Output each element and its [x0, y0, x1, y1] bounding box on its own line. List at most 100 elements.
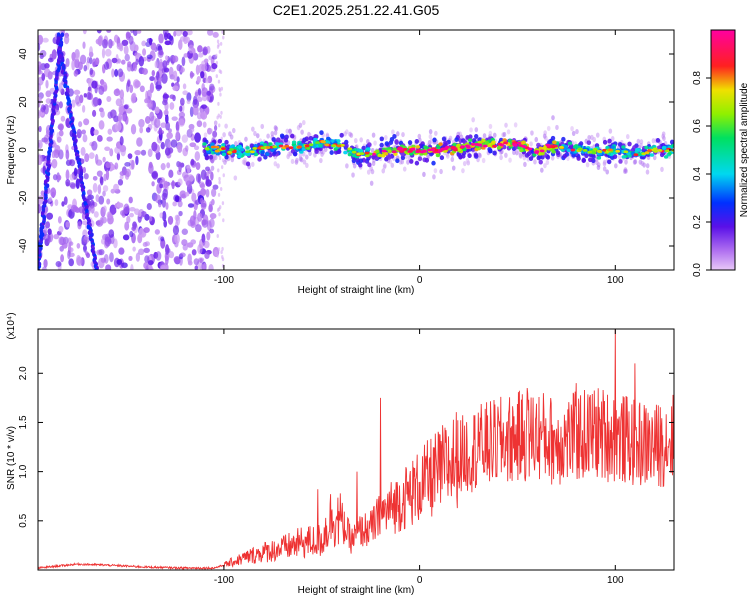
heatmap-band-cell: [523, 161, 527, 167]
heatmap-cell: [99, 176, 104, 186]
heatmap-cell: [137, 211, 142, 217]
heatmap-band-cell: [527, 147, 533, 151]
heatmap-cell: [167, 215, 174, 225]
heatmap-cell: [85, 252, 91, 259]
heatmap-cell: [106, 198, 111, 205]
heatmap-cell: [44, 63, 50, 69]
heatmap-band-cell: [462, 160, 467, 167]
heatmap-cell: [213, 125, 218, 132]
heatmap-cell: [219, 114, 222, 119]
heatmap-cell: [178, 119, 185, 127]
heatmap-cell: [148, 163, 154, 174]
heatmap-band-cell: [488, 123, 493, 130]
heatmap-cell: [87, 86, 92, 92]
x-tick-label: 0: [417, 575, 423, 586]
heatmap-band-cell: [331, 144, 337, 148]
heatmap-band-cell: [245, 150, 250, 154]
heatmap-cell: [63, 196, 68, 206]
heatmap-band-cell: [229, 134, 234, 140]
heatmap-band-cell: [508, 157, 512, 163]
heatmap-cell: [103, 173, 107, 182]
heatmap-cell: [160, 264, 166, 270]
heatmap-cell: [136, 30, 142, 34]
heatmap-band-cell: [513, 122, 518, 128]
heatmap-cell: [181, 239, 188, 246]
heatmap-cell: [98, 195, 105, 205]
heatmap-cell: [160, 122, 167, 128]
heatmap-cell: [105, 264, 112, 270]
heatmap-cell: [177, 144, 183, 153]
heatmap-band-cell: [244, 136, 248, 142]
heatmap-cell: [164, 40, 172, 46]
heatmap-band-cell: [288, 128, 292, 134]
heatmap-cell: [181, 134, 189, 143]
heatmap-band-cell: [504, 152, 508, 158]
heatmap-cell: [45, 221, 51, 229]
heatmap-cell: [163, 180, 169, 189]
heatmap-band-cell: [343, 150, 348, 155]
heatmap-cell: [121, 39, 129, 46]
heatmap-cell: [117, 58, 121, 64]
heatmap-band-cell: [375, 149, 380, 154]
heatmap-band-cell: [344, 143, 349, 149]
heatmap-cell: [134, 52, 140, 58]
heatmap-cell: [68, 258, 75, 267]
heatmap-cell: [83, 118, 90, 126]
heatmap-cell: [38, 70, 43, 75]
heatmap-band-cell: [318, 143, 323, 148]
heatmap-band-cell: [272, 145, 278, 149]
heatmap-band-cell: [661, 131, 666, 137]
heatmap-cell: [200, 71, 205, 79]
heatmap-band-cell: [518, 153, 523, 159]
heatmap-band-cell: [482, 133, 487, 139]
x-tick-label: 100: [607, 275, 624, 286]
heatmap-cell: [93, 129, 99, 136]
heatmap-band-cell: [602, 161, 607, 167]
heatmap-cell: [100, 109, 105, 118]
heatmap-band-cell: [566, 155, 570, 161]
heatmap-cell: [108, 38, 113, 49]
heatmap-cell: [103, 205, 107, 213]
heatmap-band-cell: [253, 130, 257, 137]
heatmap-cell: [83, 236, 90, 243]
heatmap-cell: [154, 106, 160, 114]
heatmap-cell: [158, 77, 162, 85]
heatmap-band-cell: [481, 157, 486, 164]
heatmap-band-cell: [305, 162, 309, 168]
heatmap-cell: [101, 48, 106, 59]
heatmap-cell: [216, 234, 219, 239]
heatmap-band-cell: [284, 144, 290, 148]
heatmap-cell: [114, 121, 122, 132]
heatmap-band-cell: [461, 168, 465, 174]
heatmap-cell: [92, 182, 98, 193]
heatmap-band-cell: [239, 148, 245, 152]
heatmap-cell: [178, 210, 183, 217]
heatmap-band-cell: [456, 143, 461, 148]
heatmap-cell: [221, 30, 224, 35]
heatmap-cell: [190, 127, 195, 133]
heatmap-band-cell: [279, 133, 285, 139]
heatmap-cell: [217, 168, 220, 173]
heatmap-band-cell: [653, 150, 659, 153]
heatmap-band-cell: [555, 150, 561, 156]
y-tick-label: 0.5: [18, 513, 29, 527]
heatmap-cell: [71, 59, 76, 71]
heatmap-band-cell: [538, 159, 543, 165]
heatmap-band-cell: [283, 137, 289, 143]
heatmap-cell: [219, 92, 222, 97]
heatmap-band-cell: [319, 157, 323, 164]
heatmap-cell: [54, 144, 61, 154]
heatmap-band-cell: [358, 162, 363, 168]
heatmap-cell: [211, 198, 215, 206]
heatmap-cell: [84, 153, 90, 163]
heatmap-band-cell: [409, 159, 414, 164]
heatmap-cell: [219, 205, 222, 210]
heatmap-band-cell: [406, 159, 410, 165]
heatmap-cell: [43, 68, 51, 78]
heatmap-band-cell: [299, 150, 304, 154]
heatmap-band-cell: [586, 140, 592, 146]
heatmap-band-cell: [417, 156, 423, 162]
heatmap-band-cell: [567, 141, 573, 146]
heatmap-band-cell: [224, 139, 229, 145]
heatmap-band-cell: [243, 157, 247, 163]
